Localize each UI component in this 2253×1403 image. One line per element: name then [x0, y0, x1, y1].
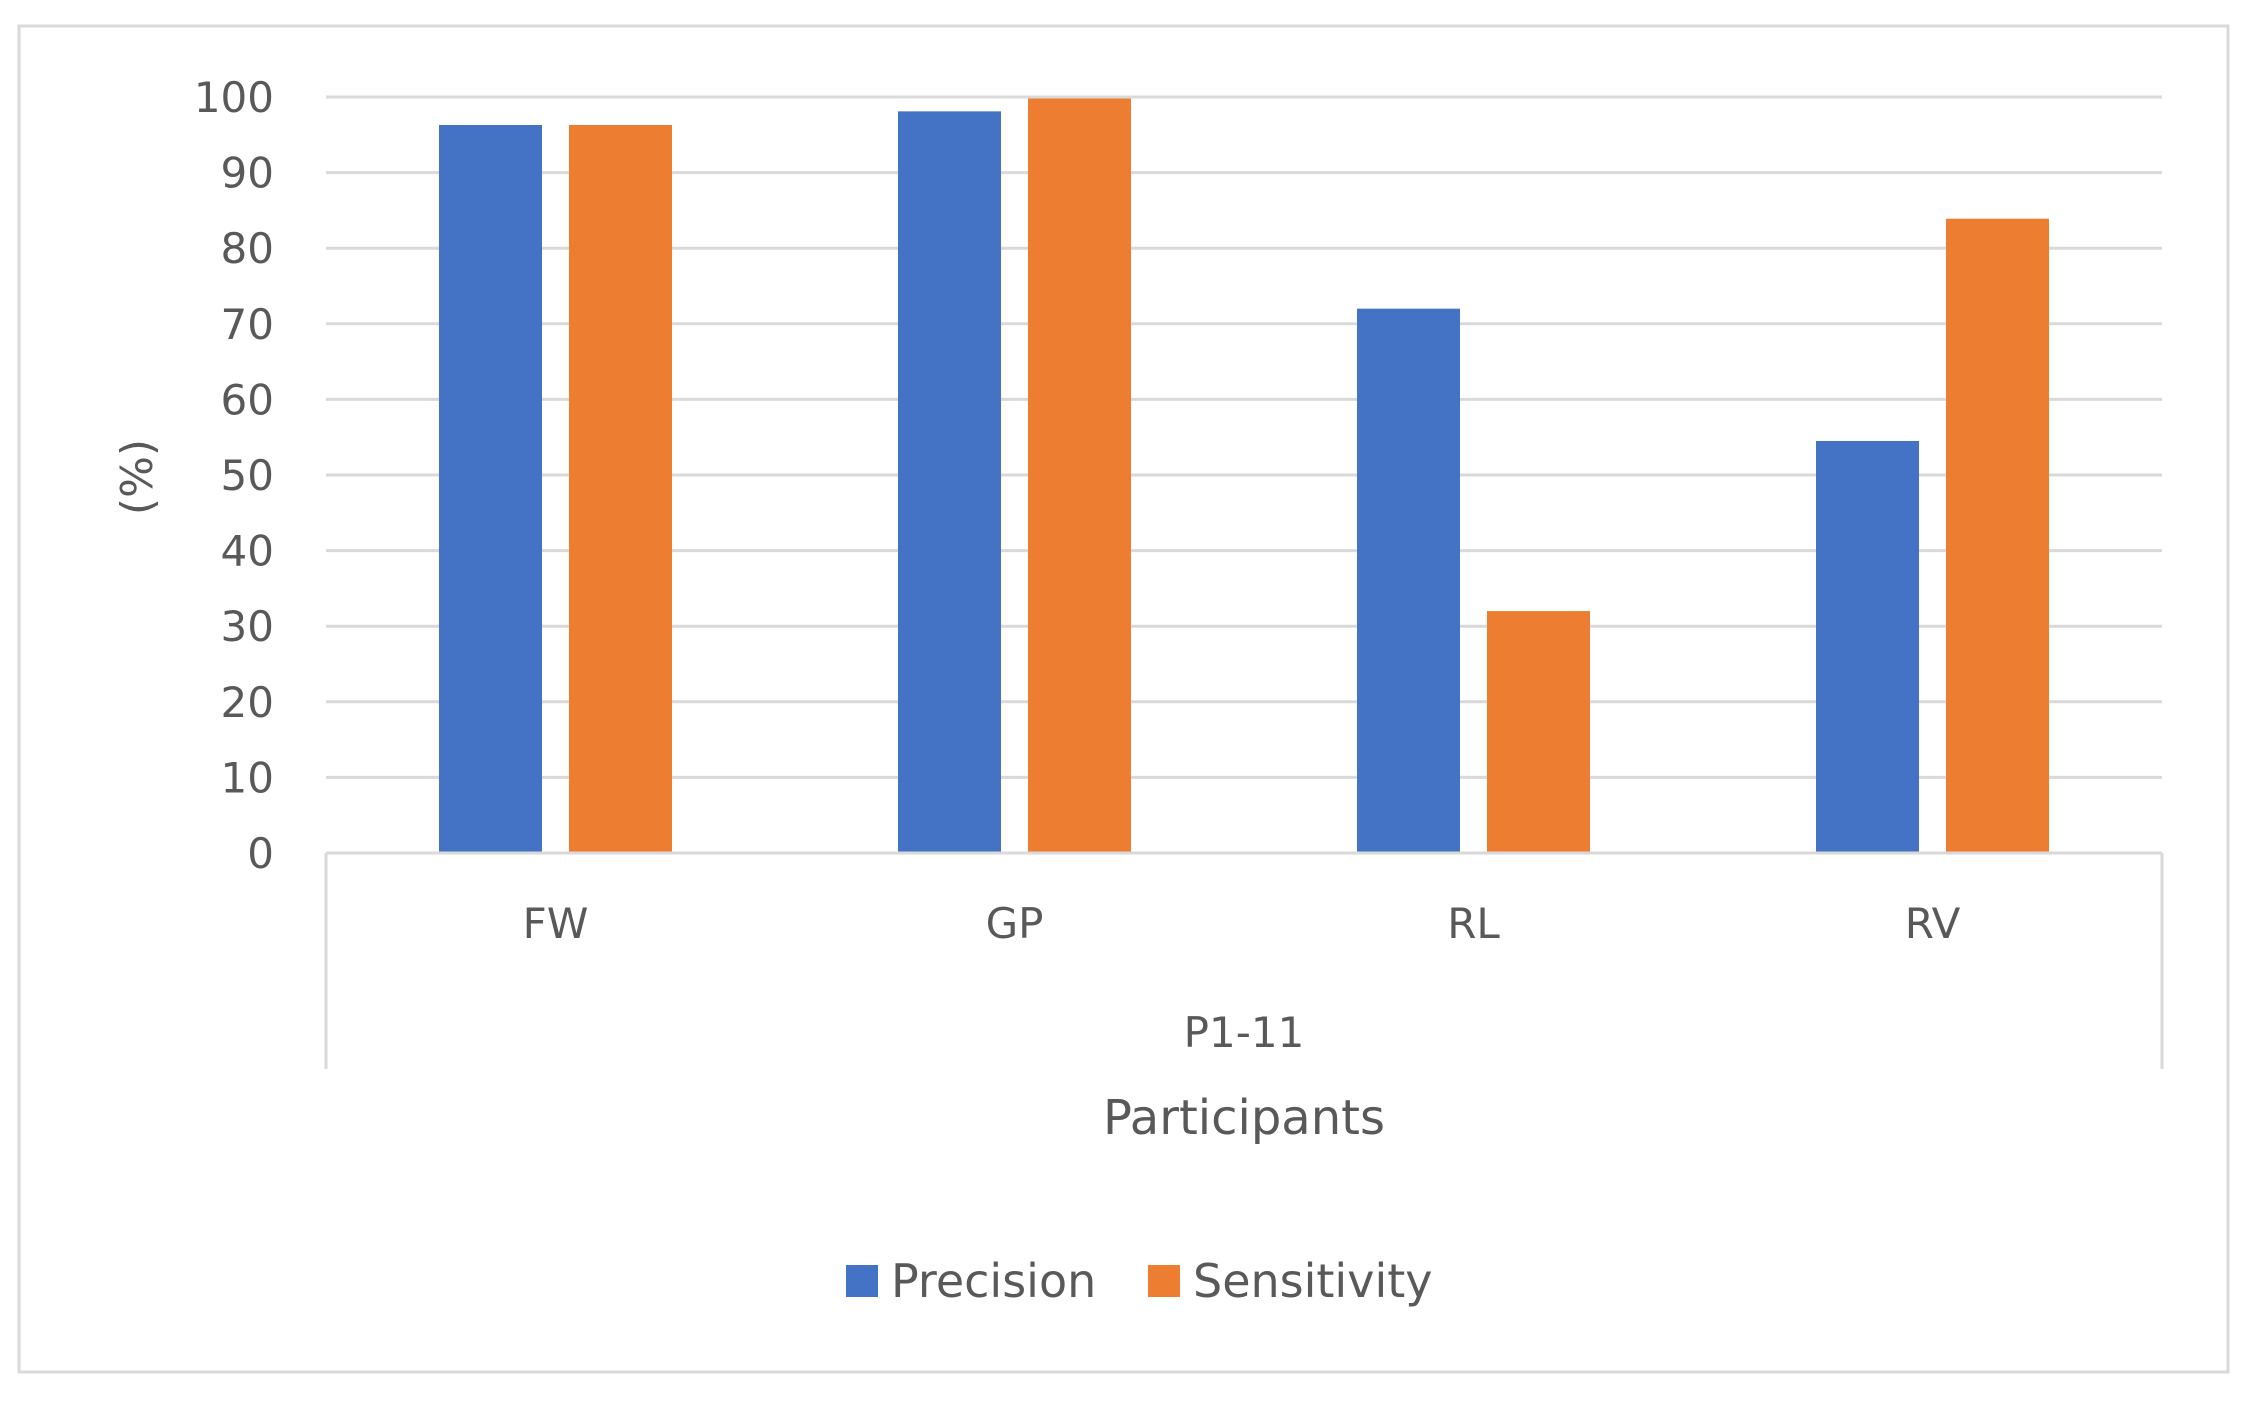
bar-precision-rl	[1357, 308, 1460, 853]
x-axis-title: Participants	[1103, 1090, 1385, 1146]
bar-sensitivity-rl	[1487, 611, 1590, 853]
legend-swatch-sensitivity	[1148, 1265, 1180, 1297]
y-tick-label: 50	[221, 451, 274, 500]
y-axis-title: (%)	[112, 439, 163, 515]
y-tick-label: 100	[194, 73, 274, 122]
legend-label-precision: Precision	[891, 1254, 1096, 1308]
x-tick-label: GP	[986, 899, 1044, 948]
x-tick-label: FW	[523, 899, 589, 948]
y-tick-label: 10	[221, 753, 274, 802]
bar-sensitivity-gp	[1028, 98, 1131, 853]
bar-sensitivity-rv	[1946, 218, 2049, 853]
bar-precision-rv	[1816, 440, 1919, 853]
y-tick-label: 90	[221, 149, 274, 198]
bar-sensitivity-fw	[569, 124, 672, 854]
y-tick-label: 20	[221, 678, 274, 727]
bar-precision-fw	[439, 124, 542, 854]
y-tick-label: 60	[221, 375, 274, 424]
y-tick-label: 30	[221, 602, 274, 651]
y-tick-label: 80	[221, 224, 274, 273]
x-tick-label: RV	[1905, 899, 1961, 948]
x-tick-label: RL	[1447, 899, 1500, 948]
legend-label-sensitivity: Sensitivity	[1193, 1254, 1432, 1308]
bar-precision-gp	[898, 111, 1001, 853]
y-tick-label: 0	[247, 829, 274, 878]
group-label: P1-11	[1184, 1008, 1305, 1057]
y-tick-label: 40	[221, 527, 274, 576]
legend-swatch-precision	[846, 1265, 878, 1297]
y-tick-label: 70	[221, 300, 274, 349]
